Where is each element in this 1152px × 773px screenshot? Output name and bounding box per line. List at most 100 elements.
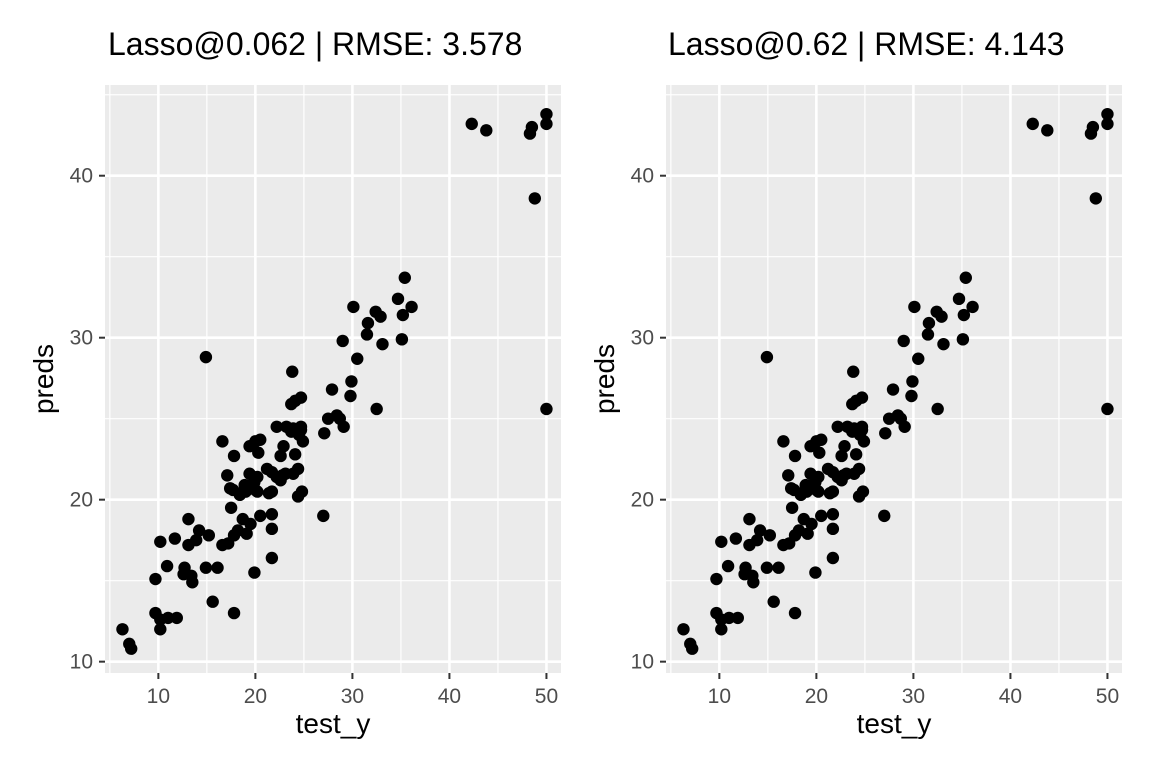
data-point	[785, 501, 799, 514]
y-tick-label: 40	[70, 165, 93, 188]
data-point	[265, 551, 279, 565]
x-tick-label: 40	[438, 685, 461, 708]
data-point	[751, 533, 764, 547]
panel-background-right	[666, 85, 1122, 673]
data-point	[291, 462, 305, 476]
data-point	[540, 402, 553, 416]
data-point	[224, 501, 238, 514]
data-point	[154, 623, 167, 636]
data-point	[782, 469, 795, 482]
x-tick-label: 20	[805, 685, 828, 708]
data-point	[525, 120, 539, 134]
data-point	[813, 446, 826, 459]
data-point	[124, 642, 138, 655]
data-point	[344, 389, 357, 403]
data-point	[815, 509, 828, 523]
data-point	[753, 524, 767, 537]
data-point	[722, 611, 736, 625]
data-point	[857, 435, 871, 448]
y-tick-label: 20	[70, 489, 93, 512]
data-point	[398, 271, 411, 284]
data-point	[912, 352, 925, 365]
panel-background-left	[105, 85, 561, 673]
plot-title-right: Lasso@0.62 | RMSE: 4.143	[668, 26, 1065, 62]
data-point	[855, 391, 869, 404]
data-point	[937, 337, 950, 351]
data-point	[921, 328, 935, 341]
data-point	[202, 529, 216, 542]
data-point	[396, 308, 410, 322]
data-point	[721, 559, 735, 573]
data-point	[251, 485, 264, 498]
x-tick-label: 30	[341, 685, 364, 708]
data-point	[772, 561, 785, 574]
y-tick-label: 10	[70, 651, 93, 674]
data-point	[710, 572, 723, 586]
data-point	[729, 532, 743, 545]
data-point	[251, 470, 264, 484]
data-point	[161, 611, 175, 625]
data-point	[898, 420, 911, 433]
data-point	[801, 527, 814, 540]
data-point	[254, 509, 267, 523]
data-point	[957, 308, 971, 322]
x-tick-label: 20	[244, 685, 267, 708]
data-point	[935, 310, 948, 323]
x-tick-label: 50	[1096, 685, 1119, 708]
data-point	[879, 427, 892, 440]
data-point	[186, 576, 199, 589]
x-tick-label: 30	[902, 685, 925, 708]
data-point	[240, 527, 253, 540]
data-point	[1041, 124, 1054, 137]
x-tick-label: 10	[147, 685, 170, 708]
data-point	[809, 566, 822, 579]
data-point	[1101, 402, 1114, 416]
data-point	[835, 449, 848, 463]
data-point	[763, 529, 777, 542]
data-point	[286, 365, 299, 378]
data-point	[252, 446, 265, 459]
data-point	[966, 300, 979, 314]
data-point	[318, 427, 331, 440]
data-point	[856, 485, 870, 498]
scatter-points-right	[677, 107, 1114, 655]
data-point	[906, 375, 919, 388]
data-point	[347, 300, 360, 314]
data-point	[325, 383, 339, 396]
data-point	[1026, 117, 1039, 131]
y-axis-title-left: preds	[28, 344, 59, 414]
y-tick-label: 30	[70, 327, 93, 350]
data-point	[216, 435, 229, 448]
y-axis-title-right: preds	[589, 344, 620, 414]
data-point	[295, 485, 309, 498]
x-axis-title-right: test_y	[857, 708, 932, 739]
data-point	[294, 391, 308, 404]
data-point	[170, 611, 183, 625]
data-point	[288, 448, 302, 461]
data-point	[248, 566, 261, 579]
data-point	[715, 623, 728, 636]
data-point	[221, 469, 234, 482]
scatter-points-left	[116, 107, 553, 655]
data-point	[849, 448, 863, 461]
data-point	[182, 512, 195, 526]
data-point	[391, 292, 405, 306]
data-point	[360, 328, 374, 341]
data-point	[265, 508, 279, 521]
data-point	[351, 352, 364, 365]
y-tick-label: 30	[631, 327, 654, 350]
axis-ticks-left: 10 20 30 40 50 10 20 30 40	[70, 165, 558, 708]
data-point	[788, 449, 802, 463]
data-point	[540, 107, 553, 121]
y-tick-label: 10	[631, 651, 654, 674]
y-tick-label: 40	[631, 165, 654, 188]
data-point	[296, 435, 310, 448]
data-point	[952, 292, 966, 306]
data-point	[855, 420, 869, 433]
data-point	[886, 383, 900, 396]
data-point	[685, 642, 699, 655]
x-tick-label: 40	[999, 685, 1022, 708]
data-point	[777, 435, 790, 448]
plot-left: Lasso@0.062 | RMSE: 3.578 10 20 30 40 50 10 20…	[28, 26, 561, 739]
